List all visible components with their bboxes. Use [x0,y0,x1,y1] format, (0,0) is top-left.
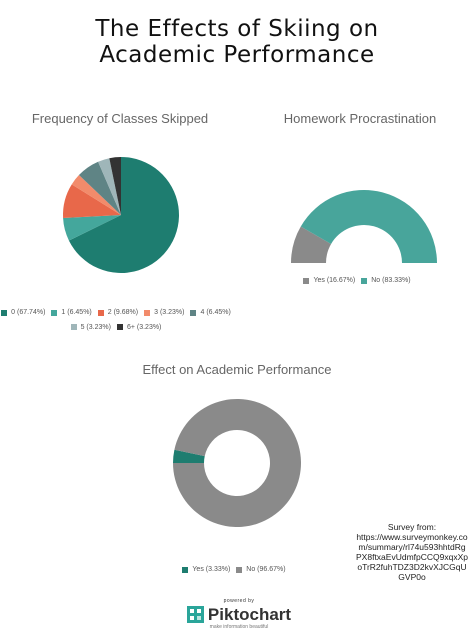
legend-label: Yes (3.33%) [192,566,231,573]
legend-item-no: No (83.33%) [361,277,411,284]
donut-chart-academic-performance [173,399,301,527]
legend-swatch [1,309,8,316]
legend-swatch [182,566,189,573]
piktochart-name: Piktochart [207,605,292,624]
survey-source-url: https://www.surveymonkey.com/summary/rl7… [356,532,468,582]
legend-label: Yes (16.67%) [313,277,356,284]
pie-chart-classes-skipped [63,157,179,273]
slice-0 [68,157,179,273]
legend-label: 1 (6.45%) [61,309,92,316]
legend-item-2: 2 (9.68%) [97,309,139,316]
legend-swatch [144,309,151,316]
piktochart-tagline: make information beautiful [209,624,269,630]
legend-swatch [303,277,310,284]
slice-yes [173,449,205,463]
legend-swatch [97,309,104,316]
chart-title-classes-skipped: Frequency of Classes Skipped [31,111,209,126]
legend-swatch [51,309,58,316]
page-title-line-1: The Effects of Skiing on [95,16,379,42]
legend-swatch [116,324,123,330]
legend-item-4: 4 (6.45%) [190,309,231,316]
legend-academic-performance: Yes (3.33%) No (96.67%) [110,566,364,581]
chart-title-homework-procrastination: Homework Procrastination [283,111,437,126]
legend-item-5: 5 (3.23%) [70,323,111,331]
legend-item-6: 6+ (3.23%) [116,323,162,331]
slice-no [300,190,437,263]
legend-swatch [190,309,197,316]
piktochart-logo-icon [186,606,204,623]
legend-label: 2 (9.68%) [107,309,139,316]
legend-label: 5 (3.23%) [80,323,111,331]
survey-source: Survey from: https://www.surveymonkey.co… [356,522,468,582]
page-title-line-2: Academic Performance [99,42,375,68]
slice-no [173,399,301,527]
legend-label: No (96.67%) [246,566,286,573]
legend-item-no: No (96.67%) [236,566,286,573]
legend-item-yes: Yes (16.67%) [303,277,355,284]
slice-5 [98,158,121,215]
legend-item-yes: Yes (3.33%) [182,566,230,573]
slice-4 [78,161,121,215]
chart-title-academic-performance: Effect on Academic Performance [142,362,332,377]
legend-item-0: 0 (67.74%) [1,309,45,316]
slice-1 [63,215,121,241]
legend-label: 6+ (3.23%) [126,323,162,331]
legend-item-1: 1 (6.45%) [51,309,92,316]
piktochart-branding: powered by Piktochart make information b… [184,598,294,630]
survey-source-label: Survey from: [387,522,437,532]
legend-label: 3 (3.23%) [154,309,185,316]
slice-3 [71,175,121,215]
legend-swatch [361,277,368,284]
slice-6 [109,157,121,215]
legend-swatch [70,324,77,330]
slice-yes [291,226,332,263]
legend-label: 4 (6.45%) [200,309,231,316]
legend-item-3: 3 (3.23%) [144,309,184,316]
legend-classes-skipped: 0 (67.74%) 1 (6.45%) 2 (9.68%) 3 (3.23%) 4 (… [0,309,238,338]
half-donut-homework-procrastination [291,190,437,263]
powered-by-text: powered by [223,598,255,604]
legend-swatch [236,566,243,573]
slice-2 [63,184,121,218]
legend-label: No (83.33%) [371,277,411,284]
legend-homework-procrastination: Yes (16.67%) No (83.33%) [260,277,460,292]
legend-label: 0 (67.74%) [11,309,46,316]
